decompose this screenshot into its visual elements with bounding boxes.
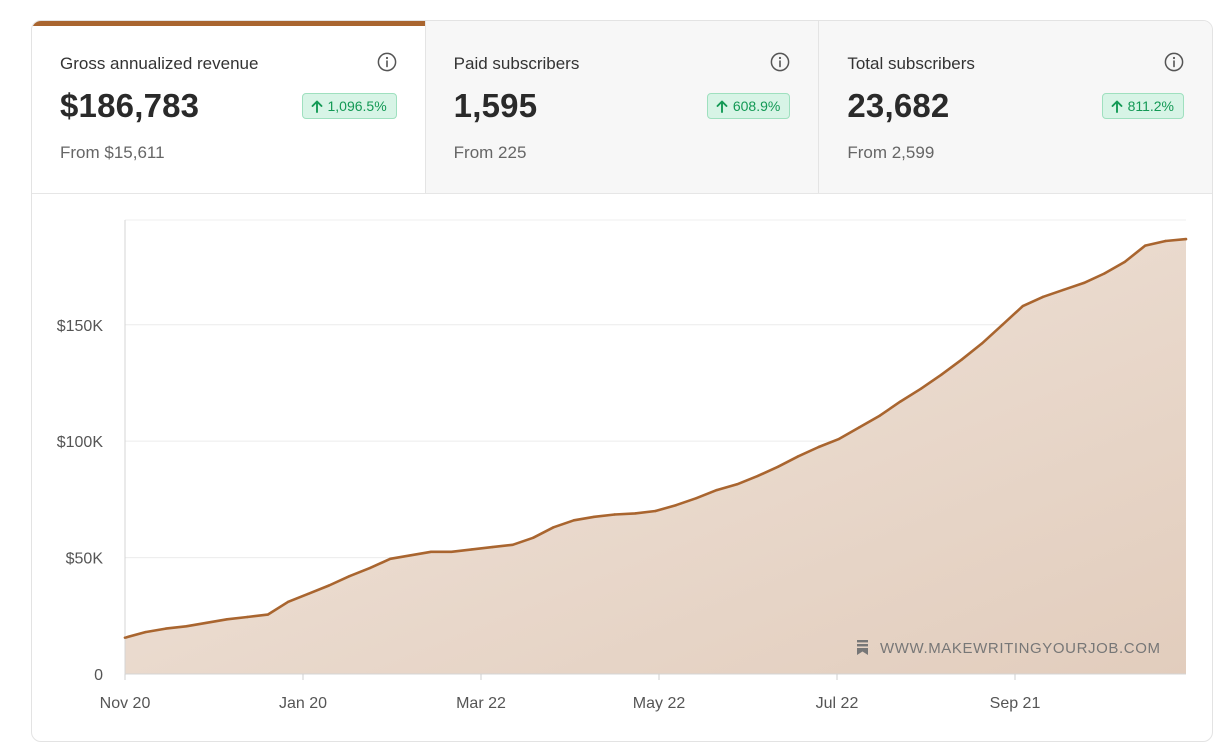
data-point: [735, 483, 739, 486]
series-area: [125, 239, 1186, 674]
stat-value: 1,595: [453, 87, 538, 124]
data-point: [980, 342, 984, 345]
data-point: [797, 455, 800, 458]
stat-label: Paid subscribers: [453, 54, 580, 73]
change-badge: 1,096.5%: [301, 93, 397, 119]
data-point: [572, 519, 576, 522]
watermark-text: WWW.MAKEWRITINGYOURJOB.COM: [880, 640, 1161, 657]
x-tick-label: Jan 20: [279, 695, 327, 712]
data-point: [552, 526, 555, 529]
stat-gross-annualized-revenue[interactable]: Gross annualized revenue $186,783 1,096.…: [32, 21, 425, 193]
data-point: [511, 543, 514, 546]
axes: [124, 220, 1186, 675]
stat-from: From $15,611: [60, 143, 165, 162]
data-point: [1082, 281, 1086, 285]
data-point: [1184, 237, 1188, 241]
stat-from: From 2,599: [847, 143, 935, 162]
stat-value: 23,682: [847, 87, 950, 124]
data-point: [756, 474, 759, 478]
data-point: [307, 592, 310, 595]
data-point: [123, 636, 127, 639]
data-point: [593, 515, 596, 518]
y-tick-label: $50K: [66, 551, 104, 568]
stat-value: $186,783: [60, 87, 200, 124]
data-point: [674, 504, 678, 507]
y-axis-ticks: 0 $50K $100K $150K: [57, 318, 104, 684]
data-point: [409, 554, 412, 557]
data-point: [1123, 260, 1127, 264]
data-point: [287, 600, 290, 603]
x-tick-label: Mar 22: [456, 695, 506, 712]
y-tick-label: $100K: [57, 434, 104, 451]
stat-label: Gross annualized revenue: [60, 54, 259, 73]
stat-total-subscribers[interactable]: Total subscribers 23,682 811.2% From 2,5…: [818, 21, 1212, 193]
data-point: [1103, 272, 1106, 275]
data-point: [817, 445, 820, 449]
data-point: [266, 613, 269, 616]
data-point: [144, 630, 147, 634]
data-point: [348, 575, 351, 578]
data-point: [1164, 239, 1167, 243]
data-point: [858, 426, 861, 429]
data-point: [327, 584, 331, 587]
data-point: [960, 358, 963, 361]
x-tick-label: Jul 22: [816, 695, 859, 712]
stat-paid-subscribers[interactable]: Paid subscribers 1,595 608.9% From 225: [424, 21, 819, 193]
data-point: [491, 545, 494, 549]
bookmark-icon: [857, 640, 868, 655]
stat-label: Total subscribers: [847, 54, 975, 73]
data-point: [470, 548, 474, 551]
data-point: [837, 437, 841, 441]
change-value: 1,096.5%: [327, 98, 387, 114]
y-tick-label: $150K: [57, 318, 104, 335]
info-icon[interactable]: [377, 52, 397, 72]
data-point: [695, 497, 698, 500]
x-tick-label: May 22: [633, 695, 686, 712]
data-point: [531, 536, 535, 539]
x-tick-label: Sep 21: [990, 695, 1041, 712]
x-tick-label: Nov 20: [100, 695, 151, 712]
change-badge: 608.9%: [706, 93, 791, 119]
change-value: 608.9%: [732, 98, 781, 114]
data-point: [389, 557, 392, 560]
data-point: [776, 465, 780, 468]
data-point: [246, 615, 249, 619]
x-axis-ticks: Nov 20 Jan 20 Mar 22 May 22 Jul 22 Sep 21: [100, 674, 1041, 712]
data-point: [205, 621, 208, 624]
stats-row: Gross annualized revenue $186,783 1,096.…: [32, 21, 1212, 194]
data-point: [878, 414, 882, 417]
watermark: WWW.MAKEWRITINGYOURJOB.COM: [857, 640, 1161, 657]
data-point: [1021, 304, 1024, 308]
arrow-up-icon: [311, 100, 322, 113]
data-point: [368, 566, 371, 570]
info-icon[interactable]: [1164, 52, 1184, 72]
data-point: [899, 400, 902, 403]
series-points: [123, 237, 1188, 639]
data-point: [225, 618, 229, 621]
data-point: [613, 513, 616, 516]
change-badge: 811.2%: [1101, 93, 1185, 119]
data-point: [185, 625, 188, 628]
data-point: [654, 509, 657, 513]
change-value: 811.2%: [1127, 98, 1175, 114]
arrow-up-icon: [716, 100, 728, 113]
data-point: [715, 488, 718, 492]
data-point: [1144, 244, 1147, 247]
data-point: [940, 373, 943, 376]
y-tick-label: 0: [94, 667, 103, 684]
data-point: [164, 627, 167, 630]
data-point: [1001, 323, 1004, 326]
data-point: [1042, 295, 1045, 298]
data-point: [429, 550, 433, 553]
data-point: [450, 550, 453, 553]
data-point: [919, 387, 922, 390]
arrow-up-icon: [1111, 100, 1123, 113]
stat-from: From 225: [453, 143, 527, 162]
info-icon[interactable]: [770, 52, 790, 72]
data-point: [1062, 288, 1065, 291]
data-point: [633, 512, 637, 515]
